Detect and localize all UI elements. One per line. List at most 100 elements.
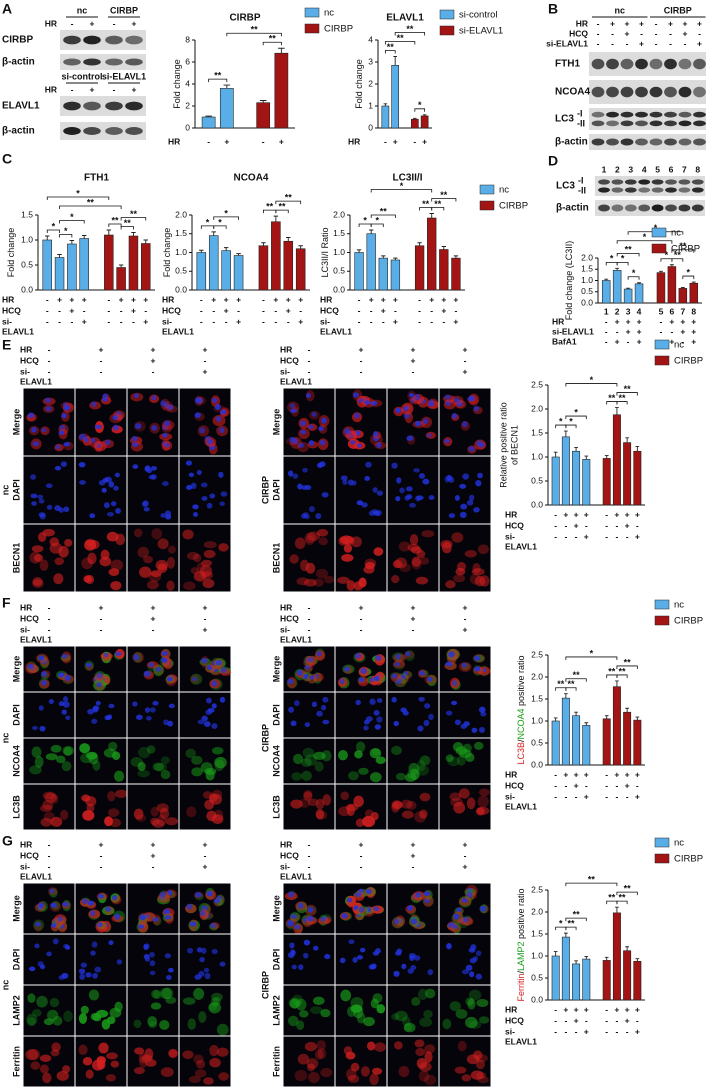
y-tick-label: 2 xyxy=(185,100,190,110)
nucleus xyxy=(307,424,315,430)
condition-label: HR xyxy=(2,294,14,304)
nucleus xyxy=(78,968,86,975)
error-bar xyxy=(626,287,631,290)
condition-sign: - xyxy=(100,861,103,871)
cell xyxy=(29,551,42,564)
bar xyxy=(633,719,642,766)
cell xyxy=(210,997,220,1007)
condition-sign: - xyxy=(204,613,207,623)
condition-sign: + xyxy=(286,305,291,315)
nucleus xyxy=(406,435,414,441)
error-bar xyxy=(383,103,388,106)
sig-bracket xyxy=(370,214,396,218)
error-bar xyxy=(118,264,124,268)
condition-sign: - xyxy=(107,294,110,304)
sig-label: ** xyxy=(608,893,616,903)
sig-bracket xyxy=(671,258,684,262)
sig-label: * xyxy=(632,268,636,278)
condition-sign: - xyxy=(308,624,311,634)
condition-sign: - xyxy=(615,780,618,790)
cell xyxy=(152,819,165,828)
condition-label: HR xyxy=(505,1004,517,1014)
condition-sign: - xyxy=(207,136,210,146)
nucleus xyxy=(64,674,71,682)
error-bar xyxy=(57,254,62,258)
bar xyxy=(667,266,677,304)
condition-sign: - xyxy=(100,624,103,634)
condition-label: HCQ xyxy=(20,850,39,860)
nucleus xyxy=(451,700,458,706)
sig-label: ** xyxy=(567,918,575,928)
nucleus xyxy=(167,720,174,727)
nucleus xyxy=(78,461,86,468)
panel-letter: B xyxy=(548,1,558,17)
condition-sign: + xyxy=(429,294,434,304)
error-bar xyxy=(615,906,619,913)
nucleus xyxy=(102,396,108,402)
cell xyxy=(208,793,218,802)
condition-label: si- xyxy=(2,316,12,326)
cell xyxy=(449,792,462,801)
condition-sign: - xyxy=(370,316,373,326)
nucleus xyxy=(112,415,118,421)
stain-label: DAPI xyxy=(11,949,21,971)
sig-bracket xyxy=(108,223,122,227)
condition-sign: + xyxy=(463,602,468,612)
lane-number: 4 xyxy=(642,164,647,174)
nucleus xyxy=(423,719,430,727)
condition-sign: + xyxy=(637,326,642,336)
nucleus xyxy=(460,503,468,510)
y-tick-label: 0.0 xyxy=(581,297,593,307)
error-bar xyxy=(669,264,674,267)
lane-number: 3 xyxy=(628,164,633,174)
bar xyxy=(656,272,666,304)
cell xyxy=(183,581,196,591)
cell xyxy=(403,1022,416,1033)
cell xyxy=(417,988,428,1001)
y-tick-label: 0.5 xyxy=(581,286,593,296)
condition-sign: + xyxy=(99,839,104,849)
legend-label: si-ELAVL1 xyxy=(459,26,503,37)
nucleus xyxy=(408,392,415,398)
nucleus xyxy=(141,500,148,508)
error-bar xyxy=(453,255,459,259)
nucleus xyxy=(299,429,307,435)
sig-label: ** xyxy=(625,245,633,255)
cell xyxy=(399,563,411,573)
stain-label: NCOA4 xyxy=(271,745,281,777)
nucleus xyxy=(63,943,70,949)
condition-sign: + xyxy=(236,294,241,304)
band xyxy=(693,58,706,70)
cell xyxy=(50,744,62,753)
band xyxy=(620,111,634,118)
sig-bracket xyxy=(565,926,577,931)
nucleus xyxy=(463,721,470,727)
nucleus xyxy=(322,719,330,725)
condition-sign: - xyxy=(360,624,363,634)
cell xyxy=(203,549,216,559)
cell xyxy=(110,580,122,591)
y-axis-label-part: Fold change xyxy=(6,228,16,278)
nucleus xyxy=(46,951,52,957)
nucleus xyxy=(391,673,398,679)
condition-sign: + xyxy=(119,294,124,304)
cell xyxy=(450,798,464,807)
condition-sign: - xyxy=(681,336,684,346)
y-axis-label-part: / xyxy=(516,739,526,742)
bar xyxy=(391,65,400,129)
condition-sign: + xyxy=(614,769,619,779)
condition-label: HCQ xyxy=(20,613,39,623)
sig-label: ** xyxy=(214,70,222,80)
nucleus xyxy=(87,900,94,906)
cell xyxy=(307,798,319,806)
nucleus xyxy=(340,475,348,481)
condition-sign: - xyxy=(262,316,265,326)
nucleus xyxy=(311,411,317,417)
nucleus xyxy=(395,495,401,502)
condition-sign: - xyxy=(384,136,387,146)
condition-sign: 4 xyxy=(637,306,642,316)
bar xyxy=(561,436,570,506)
nucleus xyxy=(419,670,426,676)
cell xyxy=(366,1041,376,1051)
nucleus xyxy=(344,666,350,672)
